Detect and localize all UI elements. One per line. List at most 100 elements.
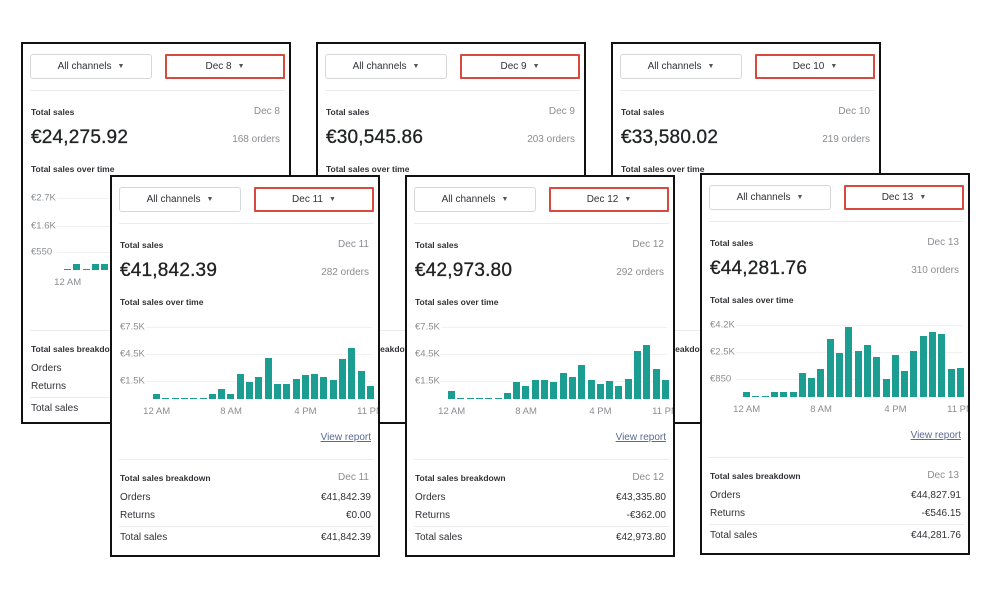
sales-bar (624, 378, 632, 399)
divider (414, 526, 669, 527)
sales-bar (826, 338, 834, 397)
sales-bar (910, 351, 918, 397)
x-tick-label: 4 PM (589, 406, 612, 417)
gridline (736, 325, 962, 326)
date-dropdown[interactable]: Dec 11 ▼ (254, 187, 374, 212)
sales-bar (227, 394, 235, 399)
caret-down-icon: ▼ (919, 194, 927, 201)
view-report-link[interactable]: View report (910, 430, 961, 441)
breakdown-row-label: Orders (415, 492, 446, 503)
x-tick-label: 4 PM (294, 406, 317, 417)
sales-bar (91, 264, 99, 270)
y-tick-label: €850 (710, 373, 732, 385)
breakdown-row-label: Returns (710, 508, 746, 519)
sales-bar (559, 372, 567, 399)
breakdown-row-label: Returns (31, 381, 67, 392)
caret-down-icon: ▼ (796, 194, 804, 201)
sales-bar (475, 397, 483, 399)
total-sales-date: Dec 9 (548, 106, 575, 117)
x-tick-label: 8 AM (515, 406, 537, 417)
sales-bar (873, 356, 881, 397)
sales-bar (891, 354, 899, 397)
divider (709, 221, 964, 222)
sales-bar (661, 379, 669, 399)
y-tick-label: €4.5K (415, 348, 440, 360)
sales-bar (218, 389, 226, 399)
sales-bar (929, 331, 936, 397)
sales-bar (292, 379, 300, 399)
sales-bar (882, 378, 890, 397)
sales-bar (901, 371, 909, 397)
sales-bar (448, 391, 455, 399)
sales-bar (180, 397, 188, 399)
breakdown-row-label: Total sales (31, 403, 79, 414)
orders-count: 203 orders (527, 134, 575, 145)
sales-bar (541, 380, 548, 399)
caret-down-icon: ▼ (237, 63, 245, 70)
sales-bar (366, 386, 374, 399)
channel-label: All channels (736, 192, 791, 203)
orders-count: 292 orders (616, 267, 664, 278)
channel-dropdown[interactable]: All channels ▼ (325, 54, 447, 79)
chart-title: Total sales over time (326, 164, 410, 174)
sales-bar (761, 395, 769, 397)
divider (709, 457, 964, 458)
view-report-link[interactable]: View report (320, 432, 371, 443)
gridline (441, 327, 667, 328)
divider (30, 90, 285, 91)
sales-bar (587, 380, 595, 399)
y-tick-label: €4.2K (710, 319, 735, 331)
channel-dropdown[interactable]: All channels ▼ (30, 54, 152, 79)
sales-bar (789, 391, 797, 397)
breakdown-date: Dec 12 (632, 472, 664, 483)
date-dropdown[interactable]: Dec 13 ▼ (844, 185, 964, 210)
date-dropdown[interactable]: Dec 8 ▼ (165, 54, 285, 79)
chart-title: Total sales over time (621, 164, 705, 174)
channel-dropdown[interactable]: All channels ▼ (620, 54, 742, 79)
breakdown-row-label: Total sales (710, 530, 758, 541)
sales-bar (466, 397, 474, 399)
x-tick-label: 11 PM (947, 404, 968, 415)
sales-bar (311, 373, 319, 399)
sales-bar (236, 373, 244, 399)
channel-dropdown[interactable]: All channels ▼ (119, 187, 241, 212)
sales-bar (199, 397, 207, 399)
breakdown-row-label: Total sales (415, 532, 463, 543)
sales-bar (568, 377, 576, 399)
date-dropdown[interactable]: Dec 10 ▼ (755, 54, 875, 79)
breakdown-row-label: Returns (415, 510, 451, 521)
breakdown-row-label: Returns (120, 510, 156, 521)
total-sales-label: Total sales (710, 238, 754, 248)
divider (119, 526, 374, 527)
y-tick-label: €1.5K (415, 375, 440, 387)
date-label: Dec 9 (500, 61, 527, 72)
sales-bar (246, 381, 253, 399)
sales-bar (348, 347, 356, 399)
channel-label: All channels (352, 61, 407, 72)
caret-down-icon: ▼ (624, 196, 632, 203)
sales-bar (329, 380, 337, 399)
x-tick-label: 12 AM (733, 404, 761, 415)
sales-bar (264, 357, 272, 399)
date-label: Dec 10 (792, 61, 825, 72)
breakdown-row-value: -€362.00 (626, 510, 666, 521)
sales-bar (919, 336, 927, 397)
date-label: Dec 8 (205, 61, 232, 72)
x-tick-label: 11 PM (652, 406, 673, 417)
chart-title: Total sales over time (415, 297, 499, 307)
sales-bar (596, 383, 604, 399)
total-sales-label: Total sales (120, 240, 164, 250)
channel-dropdown[interactable]: All channels ▼ (414, 187, 536, 212)
channel-dropdown[interactable]: All channels ▼ (709, 185, 831, 210)
total-sales-date: Dec 12 (632, 239, 664, 250)
view-report-link[interactable]: View report (615, 432, 666, 443)
caret-down-icon: ▼ (532, 63, 540, 70)
total-sales-amount: €33,580.02 (621, 127, 719, 148)
date-dropdown[interactable]: Dec 12 ▼ (549, 187, 669, 212)
breakdown-date: Dec 13 (927, 470, 959, 481)
channel-label: All channels (57, 61, 112, 72)
sales-bar (808, 378, 816, 397)
sales-bar (273, 383, 281, 399)
sales-bar (283, 383, 291, 399)
date-dropdown[interactable]: Dec 9 ▼ (460, 54, 580, 79)
